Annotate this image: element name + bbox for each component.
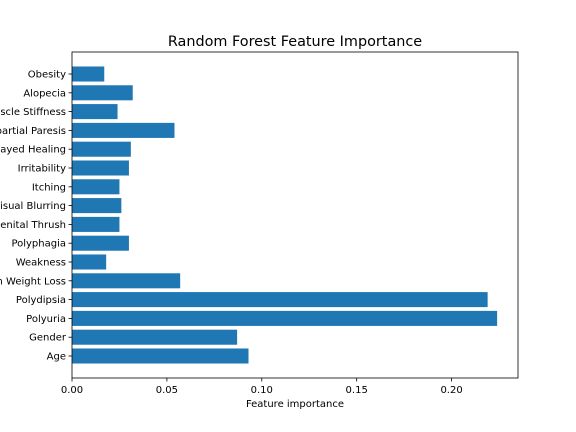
x-ticks-group: 0.00 0.05 0.10 0.15 0.20 xyxy=(61,378,463,396)
bar-partial-paresis xyxy=(72,123,174,138)
y-tick-label: Irritability xyxy=(18,164,66,175)
bar-visual-blurring xyxy=(72,198,121,213)
bar-polydipsia xyxy=(72,292,488,307)
bar-obesity xyxy=(72,66,104,81)
y-tick-label: partial Paresis xyxy=(0,126,66,137)
y-tick-label: sudden Weight Loss xyxy=(0,276,66,287)
bar-polyuria xyxy=(72,311,497,326)
y-tick-label: delayed Healing xyxy=(0,145,66,156)
y-tick-label: Polyuria xyxy=(26,314,66,325)
bar-gender xyxy=(72,330,237,345)
bar-genital-thrush xyxy=(72,217,119,232)
x-tick-label: 0.00 xyxy=(61,385,83,396)
x-tick-label: 0.05 xyxy=(156,385,178,396)
x-tick-label: 0.10 xyxy=(251,385,273,396)
y-ticks-group: Age Gender Polyuria Polydipsia sudden Weight… xyxy=(0,70,72,363)
y-tick-label: Genital Thrush xyxy=(0,220,66,231)
y-tick-label: Visual Blurring xyxy=(0,201,66,212)
bar-weakness xyxy=(72,254,106,269)
bar-itching xyxy=(72,179,119,194)
chart-title: Random Forest Feature Importance xyxy=(168,34,422,50)
y-tick-label: Weakness xyxy=(16,258,66,269)
y-tick-label: Itching xyxy=(32,182,66,193)
y-tick-label: Polyphagia xyxy=(11,239,66,250)
x-tick-label: 0.20 xyxy=(440,385,462,396)
bar-age xyxy=(72,348,249,363)
bars-group xyxy=(72,66,497,363)
y-tick-label: muscle Stiffness xyxy=(0,107,66,118)
y-tick-label: Obesity xyxy=(28,70,66,81)
bar-polyphagia xyxy=(72,236,129,251)
y-tick-label: Polydipsia xyxy=(16,295,66,306)
bar-irritability xyxy=(72,160,129,175)
y-tick-label: Age xyxy=(47,352,66,363)
x-tick-label: 0.15 xyxy=(346,385,368,396)
bar-delayed-healing xyxy=(72,142,131,157)
bar-sudden-weight-loss xyxy=(72,273,180,288)
plot-frame xyxy=(72,52,518,378)
y-tick-label: Gender xyxy=(29,333,67,344)
bar-muscle-stiffness xyxy=(72,104,118,119)
x-axis-label: Feature importance xyxy=(246,399,344,410)
y-tick-label: Alopecia xyxy=(23,88,66,99)
bar-alopecia xyxy=(72,85,133,100)
